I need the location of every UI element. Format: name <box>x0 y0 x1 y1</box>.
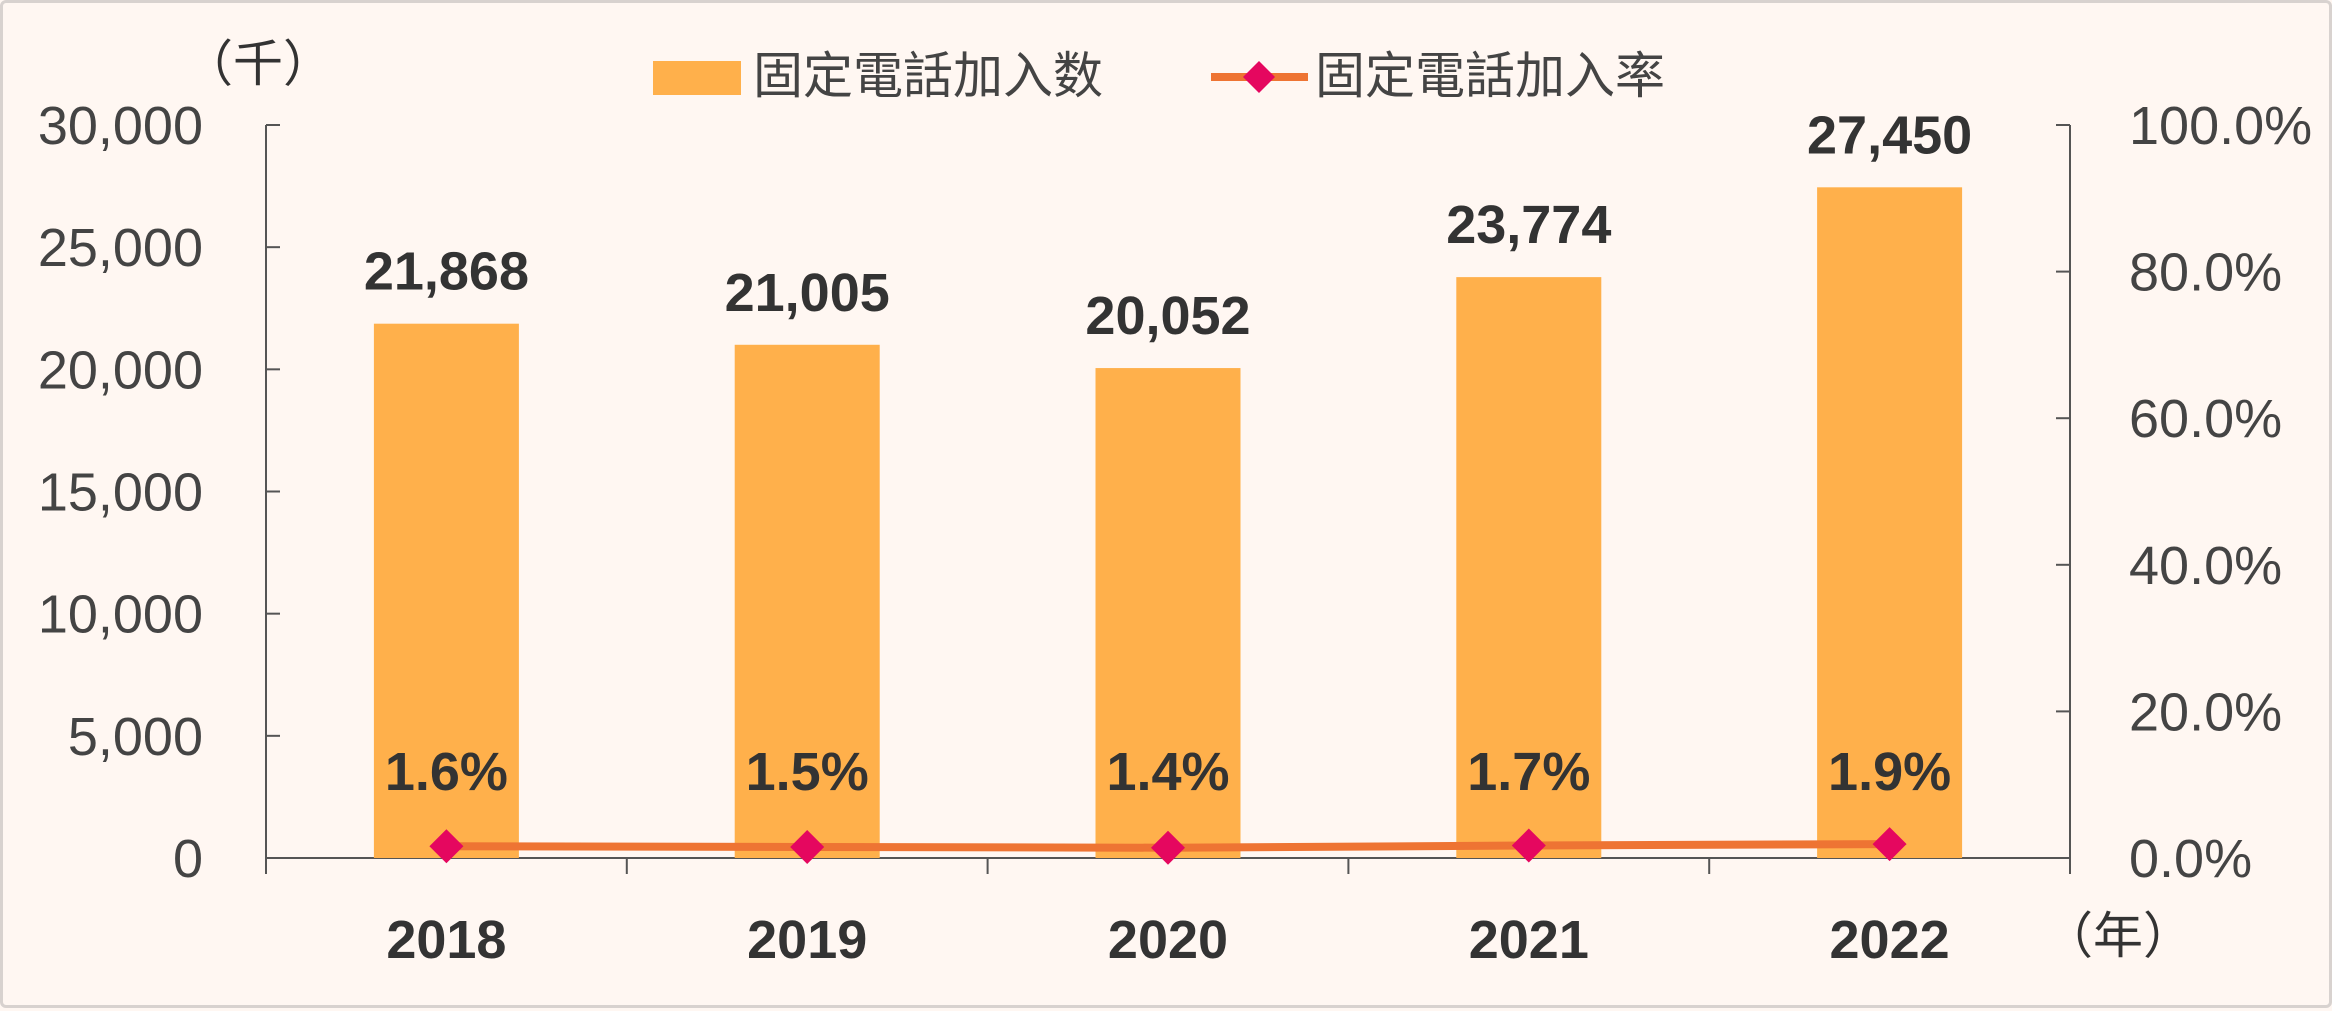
rate-labels: 1.6% 1.5% 1.4% 1.7% 1.9% <box>385 742 1951 802</box>
bar-value-label: 21,005 <box>725 263 890 323</box>
y-right-tick-label: 60.0% <box>2129 389 2282 449</box>
rate-line <box>429 827 1907 865</box>
bar <box>734 344 880 858</box>
bar <box>1456 277 1602 858</box>
bars <box>373 187 1963 858</box>
bar-value-label: 23,774 <box>1446 195 1611 255</box>
y-left-tick-label: 5,000 <box>68 707 203 767</box>
legend: 固定電話加入数 固定電話加入率 <box>653 47 1665 105</box>
bar-value-label: 27,450 <box>1807 105 1972 165</box>
rate-marker <box>1511 828 1546 863</box>
bar-value-label: 20,052 <box>1085 286 1250 346</box>
y-left-tick-label: 15,000 <box>38 463 203 523</box>
rate-value-label: 1.9% <box>1828 742 1951 802</box>
rate-value-label: 1.4% <box>1106 742 1229 802</box>
y-right-tick-label: 0.0% <box>2129 829 2252 889</box>
legend-line-marker <box>1243 61 1275 93</box>
x-category-label: 2018 <box>386 910 506 970</box>
y-right-tick-label: 80.0% <box>2129 243 2282 303</box>
y-left-tick-label: 30,000 <box>38 96 203 156</box>
x-category-label: 2019 <box>747 910 867 970</box>
y-right-tick-label: 100.0% <box>2129 96 2312 156</box>
legend-bar-swatch <box>653 61 741 95</box>
bar-value-label: 21,868 <box>364 242 529 302</box>
bar <box>1095 368 1241 858</box>
combo-chart: 固定電話加入数 固定電話加入率 （千） （年） 0 5,000 10,000 15,0… <box>38 35 2312 970</box>
bar <box>373 323 519 858</box>
y-left-tick-label: 0 <box>173 829 203 889</box>
y-left-tick-label: 20,000 <box>38 340 203 400</box>
legend-bar-label: 固定電話加入数 <box>753 47 1103 105</box>
x-category-label: 2022 <box>1830 910 1950 970</box>
rate-value-label: 1.5% <box>746 742 869 802</box>
bar <box>1817 187 1963 858</box>
y-right-tick-label: 20.0% <box>2129 682 2282 742</box>
category-labels: 2018 2019 2020 2021 2022 <box>386 910 1949 970</box>
legend-line-label: 固定電話加入率 <box>1315 47 1665 105</box>
x-category-label: 2021 <box>1469 910 1589 970</box>
rate-marker <box>790 830 825 865</box>
rate-marker <box>1872 827 1907 862</box>
rate-marker <box>1151 830 1185 865</box>
rate-value-label: 1.6% <box>385 742 508 802</box>
rate-marker <box>429 829 464 864</box>
y-left-tick-label: 25,000 <box>38 218 203 278</box>
x-category-label: 2020 <box>1108 910 1228 970</box>
bar-labels: 21,868 21,005 20,052 23,774 27,450 <box>364 105 1972 346</box>
y-left-tick-label: 10,000 <box>38 585 203 645</box>
x-unit-label: （年） <box>2043 907 2193 965</box>
y-left-unit-label: （千） <box>183 35 333 93</box>
rate-value-label: 1.7% <box>1467 742 1590 802</box>
y-right-tick-label: 40.0% <box>2129 536 2282 596</box>
axes: 0 5,000 10,000 15,000 20,000 25,000 30,000 0.0%… <box>38 96 2312 889</box>
